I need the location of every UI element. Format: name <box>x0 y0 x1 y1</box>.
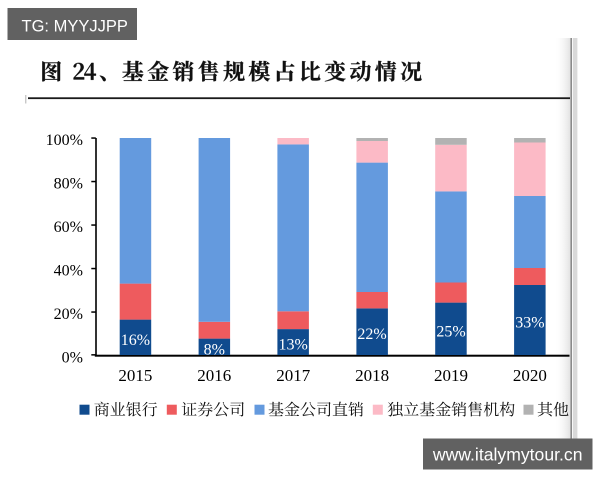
svg-text:2016: 2016 <box>197 366 231 385</box>
svg-text:0%: 0% <box>62 350 83 367</box>
svg-text:60%: 60% <box>54 219 83 236</box>
svg-text:40%: 40% <box>54 263 83 280</box>
svg-text:2018: 2018 <box>355 366 389 385</box>
svg-text:13%: 13% <box>279 337 308 354</box>
svg-text:8%: 8% <box>204 341 225 358</box>
svg-text:80%: 80% <box>54 176 83 193</box>
svg-text:100%: 100% <box>46 132 83 149</box>
svg-text:2019: 2019 <box>434 366 468 385</box>
svg-text:33%: 33% <box>515 315 544 332</box>
svg-text:www.italymytour.cn: www.italymytour.cn <box>432 445 583 465</box>
svg-text:20%: 20% <box>54 306 83 323</box>
svg-text:2017: 2017 <box>276 366 311 385</box>
svg-text:2015: 2015 <box>118 366 152 385</box>
svg-text:22%: 22% <box>357 326 386 343</box>
svg-text:TG: MYYJJPP: TG: MYYJJPP <box>22 17 128 35</box>
svg-text:16%: 16% <box>121 332 150 349</box>
svg-text:2020: 2020 <box>513 366 547 385</box>
svg-text:25%: 25% <box>436 323 465 340</box>
